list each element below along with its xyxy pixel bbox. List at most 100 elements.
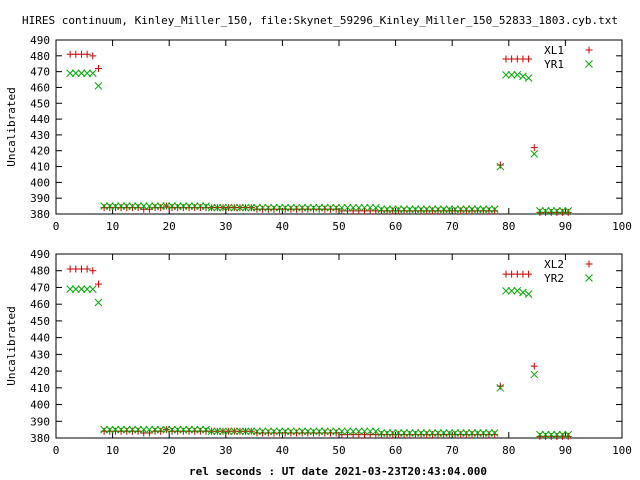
x-tick-label: 70	[446, 444, 459, 457]
y-tick-label: 390	[30, 415, 50, 428]
data-point	[275, 427, 284, 436]
data-point	[247, 203, 256, 212]
data-point	[236, 203, 244, 212]
y-tick-label: 410	[30, 161, 50, 174]
data-point	[292, 427, 301, 436]
data-point	[525, 270, 533, 278]
data-point	[207, 203, 216, 212]
data-point	[371, 427, 380, 436]
data-point	[162, 202, 171, 210]
data-point	[89, 52, 97, 60]
data-point	[337, 427, 346, 436]
y-tick-label: 390	[30, 192, 50, 205]
data-point	[405, 205, 414, 214]
data-point	[354, 203, 363, 212]
x-tick-label: 50	[332, 220, 345, 233]
data-point	[281, 203, 290, 212]
data-point	[105, 202, 114, 210]
x-tick-label: 90	[559, 444, 572, 457]
data-point	[94, 82, 103, 90]
data-point	[377, 429, 386, 437]
data-point	[326, 427, 335, 436]
x-tick-label: 0	[53, 444, 60, 457]
data-point	[230, 203, 239, 212]
y-tick-label: 430	[30, 129, 50, 142]
legend-marker	[585, 260, 593, 268]
data-point	[202, 202, 210, 210]
data-point	[77, 69, 86, 78]
data-point	[309, 427, 318, 436]
data-point	[179, 425, 188, 434]
chart-title: HIRES continuum, Kinley_Miller_150, file…	[22, 14, 618, 27]
data-point	[309, 203, 318, 212]
data-point	[185, 425, 193, 434]
data-point	[258, 427, 267, 436]
data-point	[145, 425, 154, 434]
data-point	[541, 430, 550, 439]
data-point	[219, 427, 227, 436]
data-point	[304, 427, 312, 436]
data-point	[354, 427, 363, 436]
y-tick-label: 460	[30, 81, 50, 94]
legend-label: YR2	[544, 272, 564, 285]
y-tick-label: 450	[30, 315, 50, 328]
data-point	[513, 70, 522, 79]
data-point	[332, 205, 340, 213]
data-point	[400, 429, 408, 437]
data-point	[156, 425, 165, 434]
data-point	[287, 427, 295, 436]
plot-frame	[55, 253, 623, 439]
data-point	[491, 431, 499, 439]
x-tick-label: 60	[389, 220, 402, 233]
y-tick-label: 480	[30, 265, 50, 278]
data-point	[400, 205, 408, 214]
data-point	[134, 204, 142, 212]
series-yr1	[66, 69, 573, 215]
x-tick-label: 90	[559, 220, 572, 233]
y-tick-label: 470	[30, 281, 50, 294]
data-point	[451, 429, 459, 437]
data-point	[213, 427, 222, 436]
data-point	[411, 429, 420, 437]
data-point	[145, 202, 154, 210]
chart-panel-bottom: 380 390 400 410 420 430 440 450 460 470 480 490 0 10 2…	[5, 248, 632, 457]
data-point	[525, 55, 533, 63]
data-point	[66, 285, 75, 293]
x-tick-label: 70	[446, 220, 459, 233]
data-point	[496, 382, 504, 390]
data-point	[564, 208, 572, 216]
y-tick-label: 440	[30, 332, 50, 345]
data-point	[349, 203, 358, 212]
data-point	[462, 205, 471, 214]
legend-label: XL2	[544, 258, 564, 271]
data-point	[485, 429, 493, 437]
data-point	[366, 427, 374, 436]
data-point	[479, 205, 488, 214]
y-axis-label: Uncalibrated	[5, 87, 18, 166]
data-point	[168, 202, 176, 210]
data-point	[100, 202, 108, 210]
data-point	[151, 202, 159, 210]
x-tick-label: 80	[502, 220, 515, 233]
data-point	[490, 205, 499, 214]
data-point	[332, 427, 341, 436]
data-point	[343, 203, 352, 212]
data-point	[94, 280, 102, 288]
data-point	[332, 203, 341, 212]
data-point	[422, 429, 431, 437]
x-tick-label: 30	[219, 220, 232, 233]
data-point	[83, 69, 91, 78]
data-point	[434, 205, 442, 214]
data-point	[298, 427, 307, 436]
data-point	[219, 203, 227, 212]
x-axis-label: rel seconds : UT date 2021-03-23T20:43:0…	[189, 465, 487, 478]
data-point	[134, 202, 142, 210]
data-point	[281, 427, 290, 436]
data-point	[428, 205, 437, 214]
data-point	[405, 429, 414, 437]
data-point	[434, 429, 442, 437]
data-point	[88, 285, 97, 293]
legend-marker	[585, 274, 593, 282]
data-point	[496, 162, 505, 171]
data-point	[185, 202, 193, 210]
